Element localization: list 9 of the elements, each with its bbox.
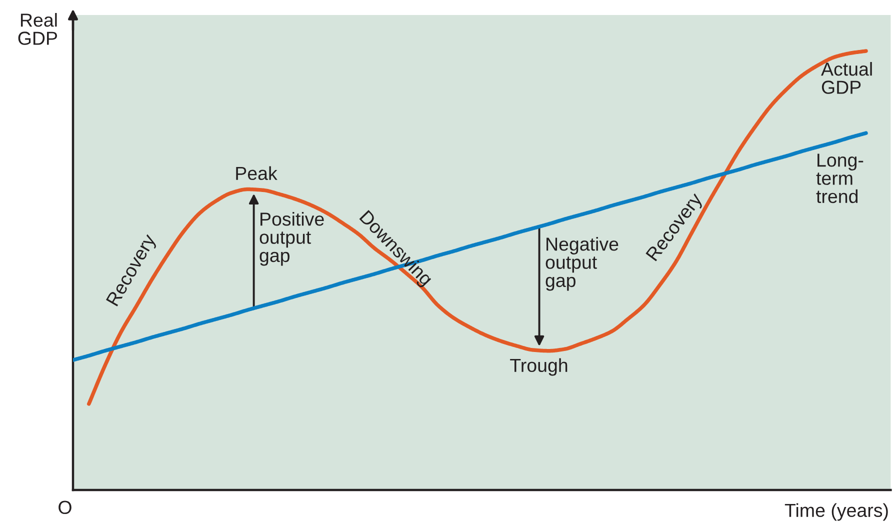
series-label: Actual GDP (821, 62, 872, 94)
annotation: Negative output gap (546, 237, 618, 291)
series-label: Long-term trend (816, 154, 864, 204)
annotation: Peak (236, 166, 278, 180)
x-axis-title: Time (years) (784, 503, 888, 521)
y-axis-title: Real GDP (18, 13, 58, 45)
annotation: Positive output gap (260, 212, 324, 266)
text: O (58, 500, 72, 514)
annotation: Trough (510, 358, 568, 376)
